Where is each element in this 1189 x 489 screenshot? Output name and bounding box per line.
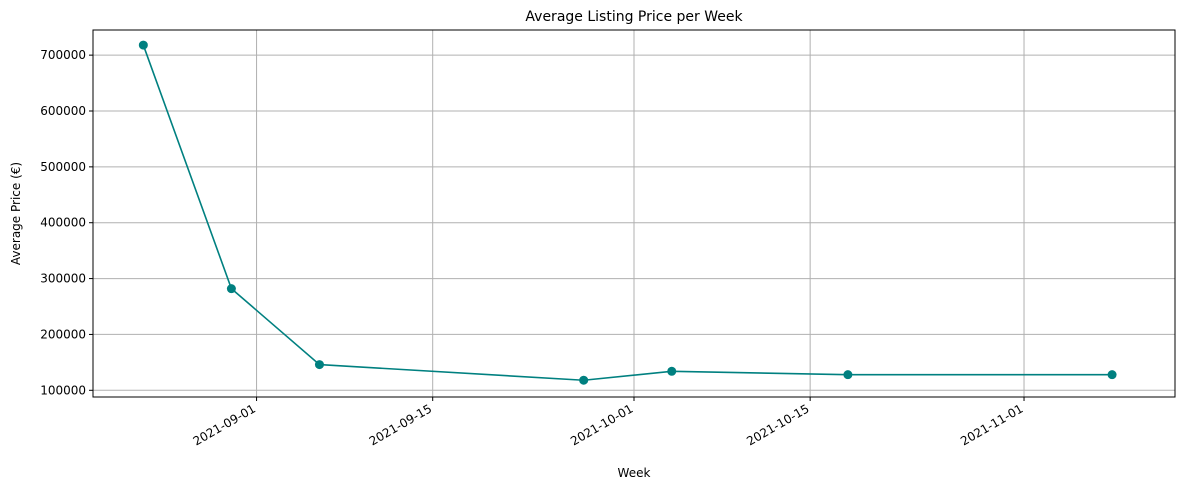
y-tick-label: 400000: [40, 216, 86, 230]
series-line-path: [142, 44, 1113, 382]
data-point: [314, 360, 324, 370]
x-tick-label: 2021-11-01: [958, 401, 1025, 448]
x-axis-title: Week: [618, 466, 651, 480]
y-tick-label: 300000: [40, 272, 86, 286]
data-point: [843, 370, 853, 380]
data-point: [226, 284, 236, 294]
series-line: [138, 40, 1117, 385]
x-tick-label: 2021-10-01: [568, 401, 635, 448]
data-point: [1107, 370, 1117, 380]
y-tick-label: 200000: [40, 327, 86, 341]
y-axis-title: Average Price (€): [9, 162, 23, 265]
x-axis: 2021-09-01 2021-09-15 2021-10-01 2021-10-15…: [191, 397, 1026, 448]
data-point: [667, 366, 677, 376]
x-tick-label: 2021-09-15: [367, 401, 434, 448]
y-tick-label: 100000: [40, 383, 86, 397]
grid-lines: [93, 30, 1175, 397]
data-point: [579, 375, 589, 385]
y-tick-label: 500000: [40, 160, 86, 174]
y-axis: 100000 200000 300000 400000 500000 600000 7000…: [40, 48, 93, 397]
x-tick-label: 2021-10-15: [744, 401, 811, 448]
y-tick-label: 700000: [40, 48, 86, 62]
y-tick-label: 600000: [40, 104, 86, 118]
x-tick-label: 2021-09-01: [191, 401, 258, 448]
data-point: [138, 40, 148, 50]
chart-title: Average Listing Price per Week: [525, 9, 743, 25]
